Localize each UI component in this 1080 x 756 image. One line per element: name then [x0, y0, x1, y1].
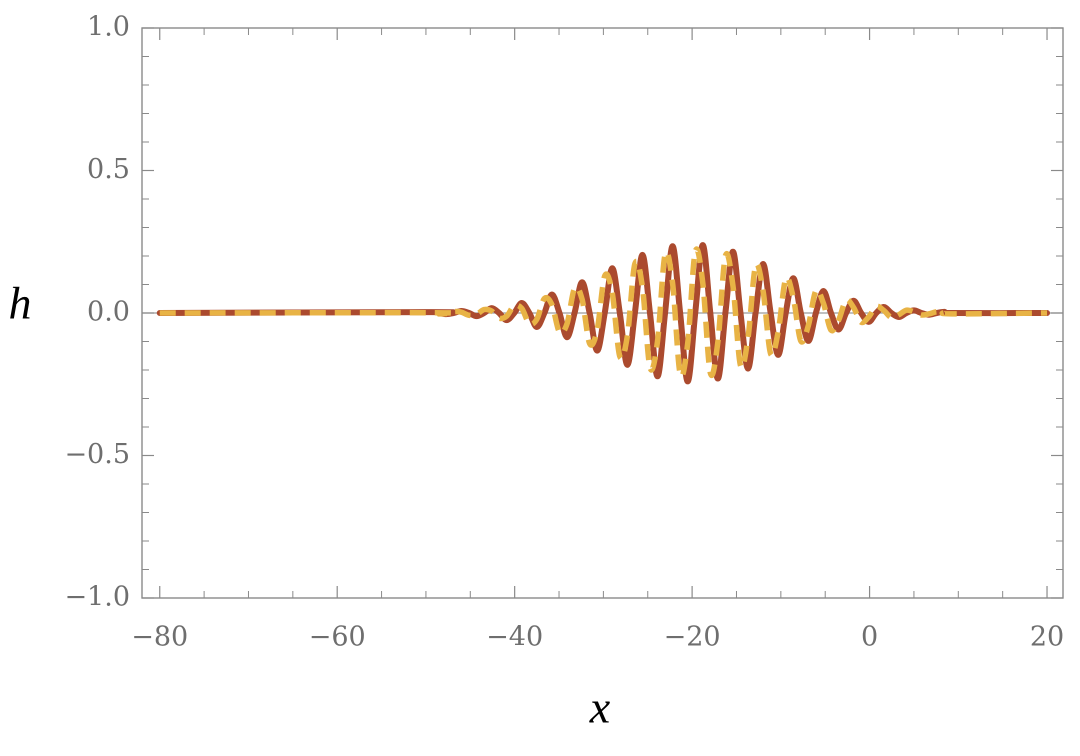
x-tick-label: −40	[486, 622, 543, 653]
x-tick-label: −20	[664, 622, 721, 653]
y-tick-label: 0.5	[87, 154, 130, 185]
y-axis-label: h	[9, 278, 32, 329]
y-tick-label: 0.0	[87, 297, 130, 328]
x-tick-label: 20	[1030, 622, 1064, 653]
series-line	[159, 246, 1048, 379]
x-tick-label: 0	[861, 622, 878, 653]
y-tick-label: −1.0	[64, 582, 130, 613]
x-tick-label: −80	[131, 622, 188, 653]
y-tick-label: 1.0	[87, 12, 130, 43]
plot-frame	[141, 27, 1064, 599]
x-axis-label: x	[589, 682, 611, 733]
y-tick-label: −0.5	[64, 439, 130, 470]
series-line	[156, 242, 1051, 385]
x-tick-label: −60	[309, 622, 366, 653]
